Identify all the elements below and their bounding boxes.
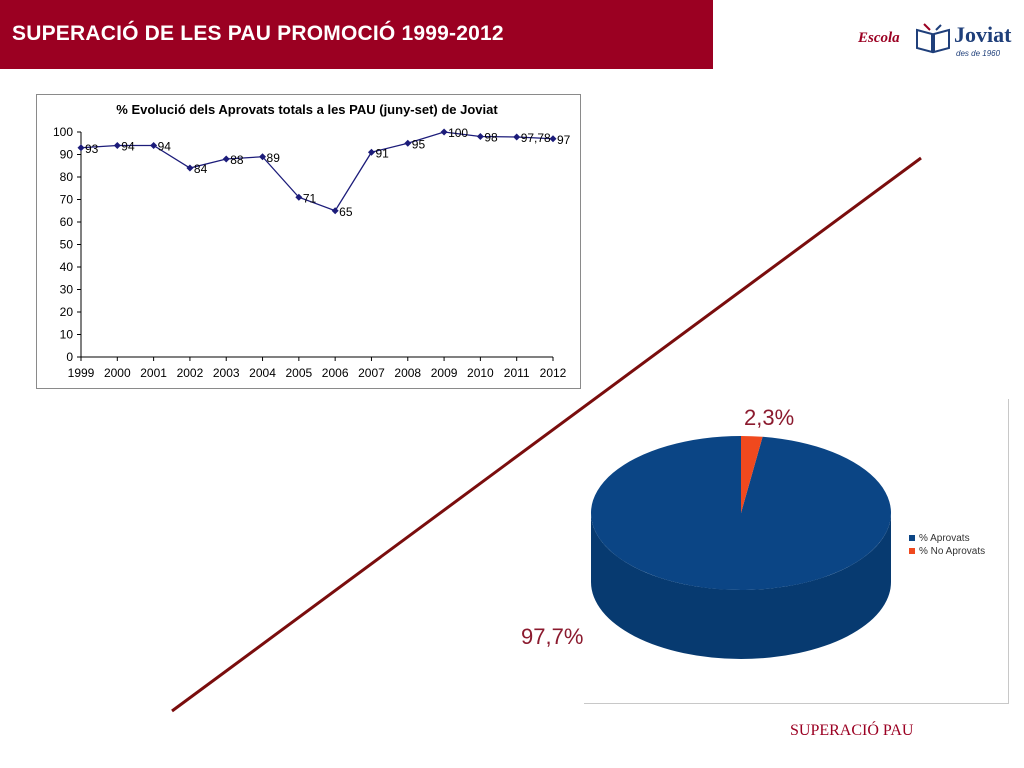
pie-label-no-aprovats: 2,3% — [744, 405, 795, 430]
x-tick-label: 2006 — [322, 366, 349, 380]
y-tick-label: 20 — [60, 305, 74, 319]
data-label: 65 — [339, 205, 353, 219]
x-tick-label: 2007 — [358, 366, 385, 380]
data-label: 93 — [85, 142, 99, 156]
data-point — [259, 153, 267, 161]
series-line — [80, 131, 554, 212]
y-tick-label: 30 — [60, 283, 74, 297]
chart-marks: 93 94 94 84 88 89 71 65 91 95 100 98 97,78 97 — [77, 126, 571, 219]
title-bar: SUPERACIÓ DE LES PAU PROMOCIÓ 1999-2012 — [0, 0, 713, 69]
x-tick-label: 2011 — [504, 366, 530, 380]
y-tick-label: 90 — [60, 148, 74, 162]
x-tick-label: 2010 — [467, 366, 494, 380]
data-point — [222, 155, 230, 163]
y-tick-label: 70 — [60, 193, 74, 207]
pie-chart-svg: % Aprovats % No Aprovats — [591, 436, 985, 659]
y-tick-label: 60 — [60, 215, 74, 229]
page-title: SUPERACIÓ DE LES PAU PROMOCIÓ 1999-2012 — [12, 22, 504, 45]
line-chart-svg: % Evolució dels Aprovats totals a les PA… — [53, 102, 571, 380]
x-tick-label: 2005 — [285, 366, 312, 380]
x-tick-label: 2003 — [213, 366, 240, 380]
data-label: 100 — [448, 126, 468, 140]
data-label: 71 — [303, 191, 317, 205]
data-point — [186, 164, 194, 172]
chart-axes: 0 10 20 30 40 50 60 70 80 90 100 1999 2000 2001 2002 20… — [53, 125, 567, 380]
joviat-logo: Escola Joviat des de 1960 — [852, 18, 1012, 62]
data-point — [77, 144, 85, 152]
y-tick-label: 0 — [66, 350, 73, 364]
y-tick-label: 80 — [60, 170, 74, 184]
logo-since-text: des de 1960 — [956, 49, 1001, 58]
x-tick-label: 2008 — [394, 366, 421, 380]
pie-slice-no-aprovats — [741, 436, 763, 513]
legend-swatch — [909, 535, 915, 541]
x-tick-label: 1999 — [68, 366, 95, 380]
line-chart: % Evolució dels Aprovats totals a les PA… — [36, 94, 581, 389]
legend-label: % Aprovats — [919, 533, 970, 544]
y-tick-label: 40 — [60, 260, 74, 274]
data-label: 98 — [484, 131, 498, 145]
data-point — [513, 133, 521, 141]
data-point — [549, 135, 557, 143]
pie-chart: % Aprovats % No Aprovats — [584, 399, 1009, 704]
book-icon — [916, 23, 950, 54]
data-label: 97,78 — [521, 131, 551, 145]
data-point — [404, 139, 412, 147]
data-point — [113, 142, 121, 149]
x-tick-label: 2012 — [540, 366, 567, 380]
data-label: 97 — [557, 133, 571, 147]
logo-escola-text: Escola — [858, 30, 900, 46]
legend-label: % No Aprovats — [919, 546, 985, 557]
y-tick-label: 100 — [53, 125, 73, 139]
x-tick-label: 2002 — [177, 366, 204, 380]
y-tick-label: 10 — [60, 328, 74, 342]
data-label: 94 — [158, 140, 172, 154]
legend-swatch — [909, 548, 915, 554]
x-tick-label: 2009 — [431, 366, 458, 380]
data-point — [476, 133, 484, 140]
x-tick-label: 2004 — [249, 366, 276, 380]
data-point — [440, 128, 448, 136]
x-tick-label: 2001 — [140, 366, 167, 380]
logo-brand-text: Joviat — [954, 22, 1012, 47]
data-point — [331, 207, 339, 215]
data-label: 94 — [121, 140, 135, 154]
data-label: 88 — [230, 153, 244, 167]
data-point — [150, 142, 158, 149]
data-label: 89 — [267, 151, 281, 165]
footer-label: SUPERACIÓ PAU — [790, 722, 914, 739]
data-label: 84 — [194, 162, 208, 176]
x-tick-label: 2000 — [104, 366, 131, 380]
data-point — [295, 193, 303, 201]
data-point — [367, 148, 375, 156]
y-tick-label: 50 — [60, 238, 74, 252]
pie-label-aprovats: 97,7% — [521, 624, 584, 649]
data-label: 91 — [375, 146, 389, 160]
chart-title: % Evolució dels Aprovats totals a les PA… — [116, 102, 498, 117]
pie-side-aprovats — [591, 513, 891, 659]
data-label: 95 — [412, 137, 426, 151]
